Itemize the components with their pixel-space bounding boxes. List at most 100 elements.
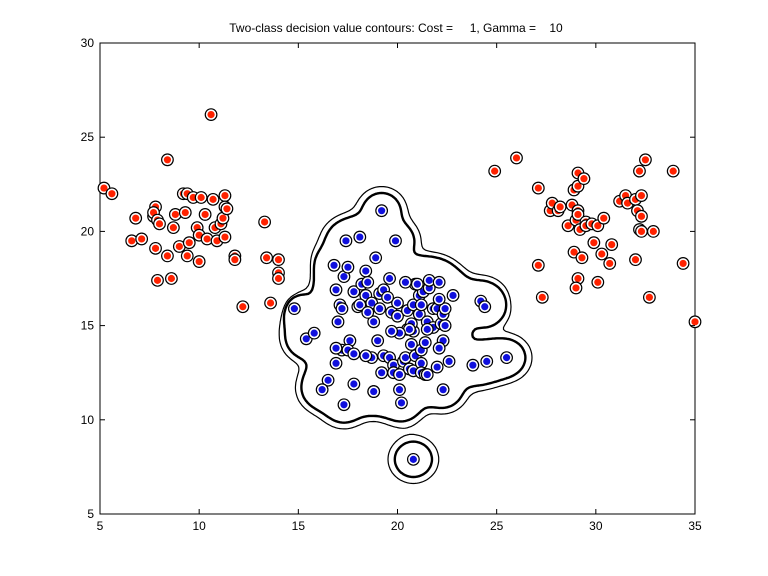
blue-point bbox=[385, 324, 398, 338]
blue-point bbox=[329, 356, 343, 370]
red-point bbox=[166, 221, 180, 235]
blue-point bbox=[353, 230, 367, 244]
red-point bbox=[161, 249, 174, 263]
red-point bbox=[125, 234, 139, 248]
red-point bbox=[629, 253, 642, 267]
blue-point bbox=[347, 285, 361, 299]
blue-point bbox=[420, 322, 434, 336]
blue-point bbox=[335, 302, 349, 316]
red-point bbox=[603, 257, 617, 270]
blue-point bbox=[430, 360, 444, 374]
blue-point bbox=[287, 302, 301, 316]
red-point bbox=[688, 315, 702, 329]
y-tick-label: 25 bbox=[81, 130, 95, 144]
blue-point bbox=[361, 306, 375, 319]
chart-title: Two-class decision value contours: Cost … bbox=[229, 21, 563, 35]
red-point bbox=[569, 281, 583, 295]
blue-point bbox=[391, 296, 404, 310]
red-point bbox=[164, 272, 178, 285]
blue-point bbox=[341, 260, 355, 274]
red-point bbox=[676, 257, 690, 270]
blue-point bbox=[399, 275, 412, 289]
blue-point bbox=[373, 302, 387, 316]
red-point bbox=[531, 258, 545, 272]
blue-point bbox=[361, 275, 375, 289]
blue-point bbox=[353, 298, 367, 312]
red-point bbox=[272, 272, 285, 285]
blue-point bbox=[343, 334, 357, 348]
blue-point bbox=[403, 322, 416, 336]
red-point bbox=[575, 251, 589, 265]
red-point bbox=[264, 296, 277, 310]
red-point bbox=[587, 236, 601, 250]
red-point bbox=[577, 172, 591, 186]
red-point bbox=[591, 275, 605, 289]
blue-point bbox=[418, 336, 432, 349]
red-point bbox=[198, 208, 212, 221]
red-point bbox=[642, 290, 656, 304]
red-point bbox=[236, 300, 250, 314]
red-point bbox=[135, 232, 149, 246]
x-tick-label: 20 bbox=[391, 519, 405, 533]
blue-point bbox=[478, 300, 492, 314]
red-point bbox=[646, 224, 660, 238]
blue-point bbox=[404, 338, 418, 351]
blue-point bbox=[383, 272, 396, 285]
blue-point bbox=[395, 396, 408, 410]
blue-point bbox=[331, 315, 345, 329]
blue-point bbox=[375, 204, 389, 218]
red-point bbox=[488, 164, 502, 178]
x-tick-label: 15 bbox=[292, 519, 306, 533]
red-point bbox=[178, 206, 192, 219]
red-point bbox=[228, 253, 242, 267]
blue-point bbox=[410, 277, 424, 291]
red-point bbox=[151, 273, 164, 287]
red-point bbox=[510, 151, 523, 165]
red-point bbox=[595, 247, 609, 261]
red-point bbox=[260, 251, 274, 265]
red-point bbox=[129, 211, 143, 225]
red-point bbox=[666, 164, 680, 178]
red-point bbox=[97, 181, 111, 195]
blue-point bbox=[389, 234, 402, 248]
blue-point bbox=[327, 258, 341, 272]
blue-point bbox=[436, 383, 450, 397]
red-point bbox=[571, 208, 585, 221]
red-point bbox=[272, 253, 285, 267]
red-point bbox=[204, 108, 218, 121]
blue-point bbox=[406, 452, 420, 466]
blue-point bbox=[420, 368, 434, 381]
blue-point bbox=[359, 349, 373, 363]
red-point bbox=[553, 200, 567, 214]
blue-point bbox=[347, 347, 361, 361]
blue-point bbox=[367, 315, 381, 329]
x-tick-label: 30 bbox=[589, 519, 603, 533]
blue-point bbox=[329, 283, 343, 297]
blue-point bbox=[359, 264, 373, 278]
red-point bbox=[218, 230, 232, 244]
decision-contour-line bbox=[282, 191, 527, 479]
blue-point bbox=[315, 383, 329, 397]
blue-point bbox=[329, 341, 343, 355]
y-tick-label: 15 bbox=[81, 319, 95, 333]
blue-point bbox=[414, 356, 428, 370]
blue-point bbox=[438, 302, 452, 316]
data-points bbox=[97, 108, 702, 466]
red-point bbox=[258, 215, 272, 229]
blue-point bbox=[381, 290, 394, 304]
blue-point bbox=[337, 270, 351, 284]
x-tick-label: 10 bbox=[192, 519, 206, 533]
red-point bbox=[194, 191, 208, 204]
red-point bbox=[635, 189, 648, 203]
red-point bbox=[633, 164, 646, 178]
red-point bbox=[216, 211, 230, 225]
red-point bbox=[220, 202, 234, 216]
blue-point bbox=[432, 292, 446, 306]
decision-contour-line bbox=[278, 186, 533, 485]
red-point bbox=[153, 217, 166, 231]
blue-point bbox=[347, 377, 361, 391]
y-tick-label: 10 bbox=[81, 413, 95, 427]
blue-point bbox=[375, 366, 389, 380]
y-tick-label: 20 bbox=[81, 224, 95, 238]
blue-point bbox=[432, 275, 446, 289]
